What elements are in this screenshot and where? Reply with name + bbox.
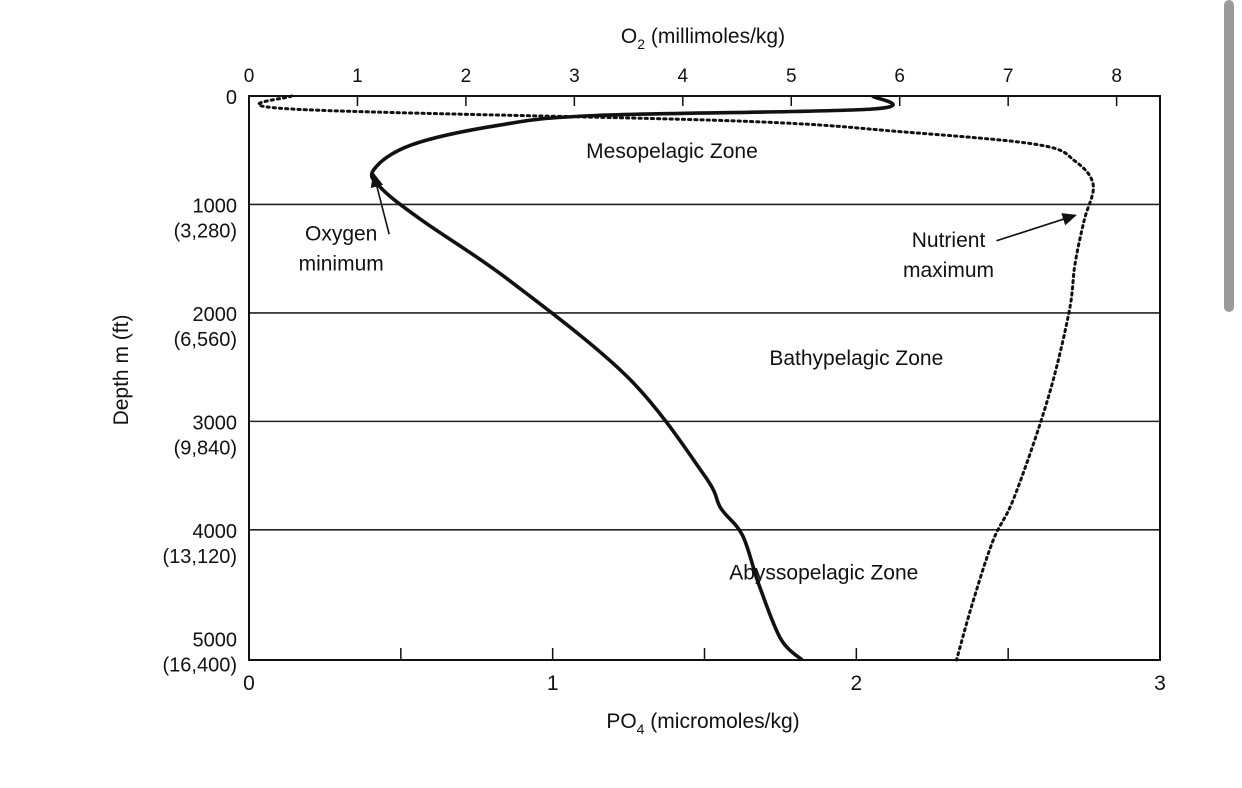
top-axis-tick-label: 2 (461, 66, 472, 87)
bottom-axis-title-sub: 4 (637, 721, 645, 737)
top-axis-tick-label: 5 (786, 66, 797, 87)
annotation-label: Abyssopelagic Zone (729, 562, 918, 585)
top-axis-tick-label: 6 (894, 66, 905, 87)
annotation-label: Mesopelagic Zone (586, 140, 758, 163)
annotation-layer: Mesopelagic Zone Bathypelagic Zone Abyssop… (299, 140, 1077, 585)
top-axis-ticks: 0 1 2 3 4 5 6 7 8 (244, 66, 1122, 106)
annotation-arrow (996, 213, 1077, 242)
y-axis-tick-label-feet: (13,120) (163, 546, 238, 568)
y-axis-tick-label-meters: 2000 (193, 304, 238, 326)
y-axis-ticks: 0 1000 (3,280) 2000 (6,560) 3000 (9,840) 4000 (1… (163, 87, 238, 676)
plot-frame (248, 95, 1161, 661)
annotation-arrow (370, 172, 390, 235)
bottom-axis-tick-label: 1 (547, 672, 559, 695)
bottom-axis-title-rest: (micromoles/kg) (644, 710, 799, 733)
top-axis-tick-label: 4 (678, 66, 689, 87)
bottom-axis-title: PO4 (micromoles/kg) (606, 710, 799, 737)
top-axis-tick-label: 1 (352, 66, 363, 87)
bottom-axis-tick-label: 3 (1154, 672, 1166, 695)
top-axis-tick-label: 7 (1003, 66, 1014, 87)
annotation-label: Nutrient (912, 229, 986, 252)
bottom-axis-title-main: PO (606, 710, 636, 733)
annotation-label: Oxygen (305, 222, 377, 245)
y-axis-tick-label-meters: 4000 (193, 521, 238, 543)
top-axis-title-sub: 2 (637, 36, 645, 52)
y-axis-title: Depth m (ft) (110, 315, 133, 426)
y-axis-tick-label-feet: (16,400) (163, 654, 238, 676)
series-layer (257, 94, 1095, 662)
top-axis-title-rest: (millimoles/kg) (645, 25, 785, 48)
y-axis-tick-label-feet: (6,560) (174, 329, 237, 351)
top-axis-tick-label: 8 (1111, 66, 1122, 87)
y-axis-tick-label-meters: 0 (226, 87, 237, 109)
bottom-axis-ticks: 0 1 2 3 (243, 648, 1166, 695)
y-axis-tick-label-feet: (9,840) (174, 437, 237, 459)
bottom-axis-tick-label: 0 (243, 672, 255, 695)
y-axis-tick-label-meters: 5000 (193, 629, 238, 651)
o2-solid-line (369, 94, 895, 662)
annotation-label: Bathypelagic Zone (769, 347, 943, 370)
top-axis-title-main: O (621, 25, 637, 48)
y-axis-tick-label-feet: (3,280) (174, 220, 237, 242)
zone-boundary-lines (249, 203, 1160, 531)
po4-dotted-line (257, 94, 1095, 662)
bottom-axis-tick-label: 2 (850, 672, 862, 695)
scrollbar-thumb[interactable] (1224, 0, 1234, 312)
top-axis-tick-label: 3 (569, 66, 580, 87)
annotation-label: maximum (903, 259, 994, 282)
top-axis-tick-label: 0 (244, 66, 255, 87)
y-axis-tick-label-meters: 3000 (193, 412, 238, 434)
y-axis-tick-label-meters: 1000 (193, 195, 238, 217)
top-axis-title: O2 (millimoles/kg) (621, 25, 785, 52)
annotation-label: minimum (299, 252, 384, 275)
